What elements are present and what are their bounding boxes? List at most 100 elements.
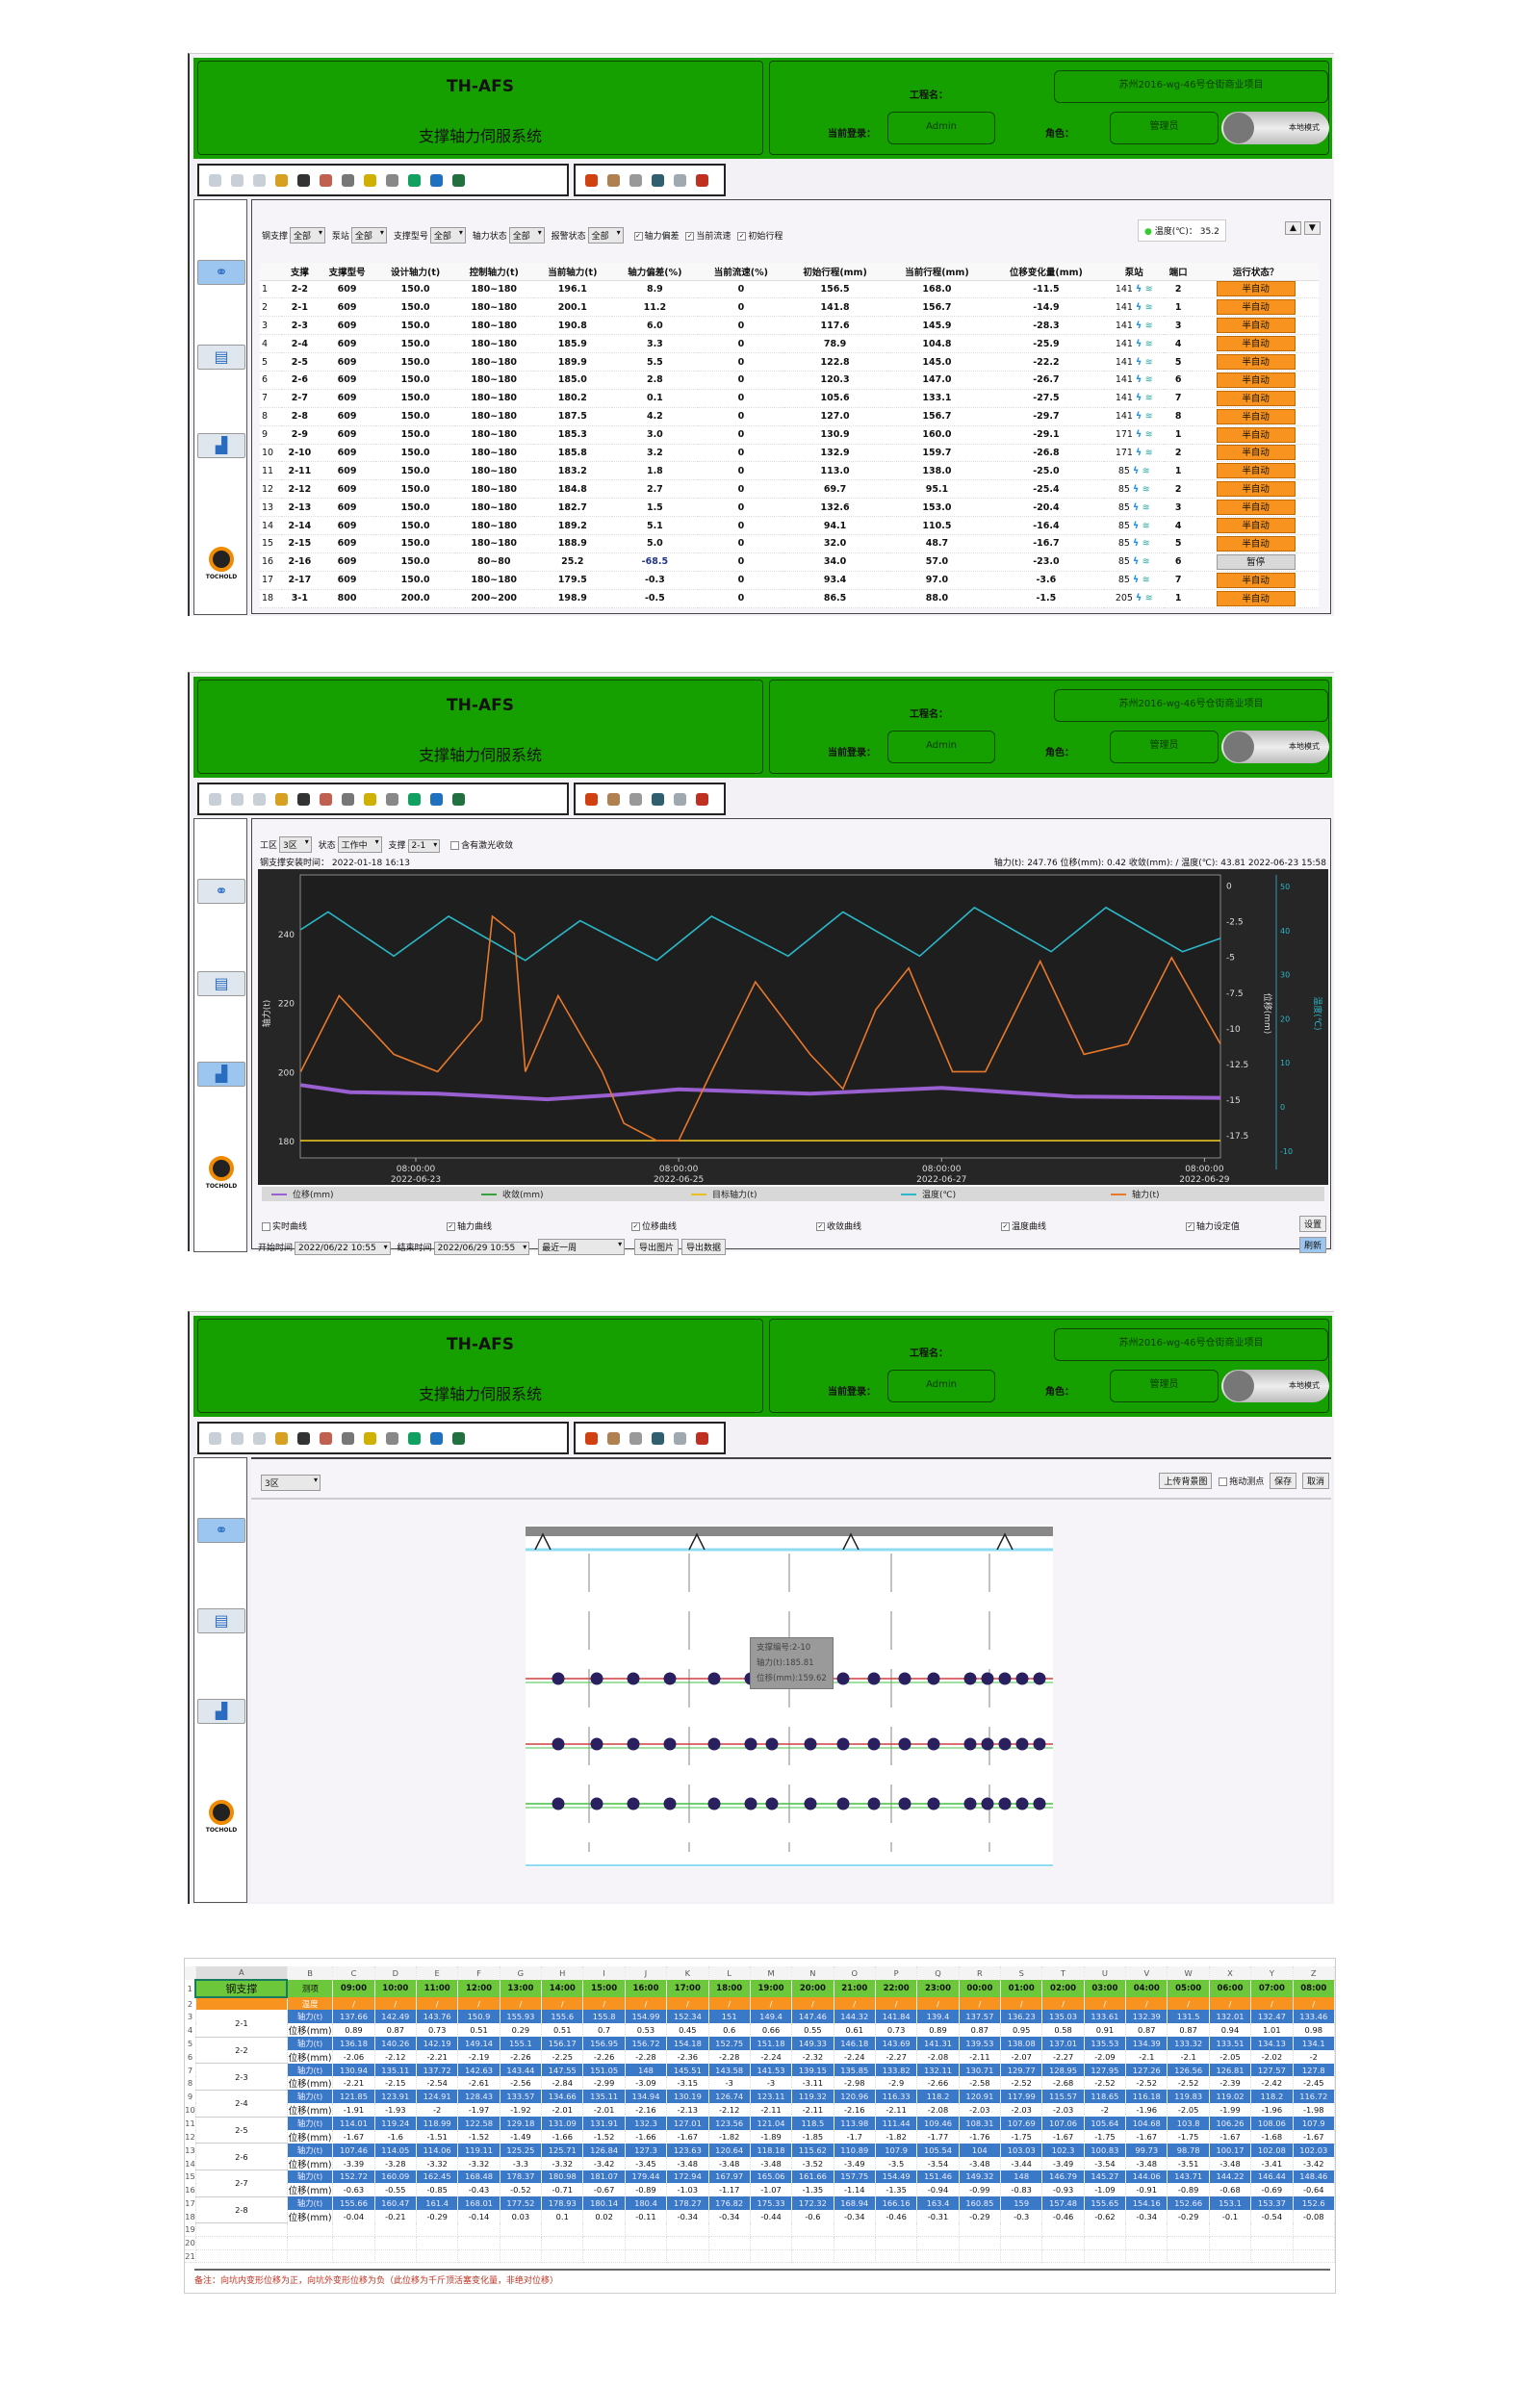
sheet-cell[interactable]: 118.18 <box>750 2143 793 2157</box>
upload-background-button[interactable]: 上传背景图 <box>1159 1473 1213 1489</box>
sheet-cell[interactable] <box>625 2222 668 2238</box>
measure-point[interactable] <box>981 1737 994 1751</box>
measure-point[interactable] <box>927 1672 940 1685</box>
sheet-cell[interactable]: -2.39 <box>1209 2076 1252 2091</box>
power-icon[interactable] <box>585 1431 598 1445</box>
export-image-button[interactable]: 导出图片 <box>634 1239 680 1255</box>
sheet-cell[interactable]: 178.93 <box>541 2196 584 2210</box>
measure-point[interactable] <box>1033 1797 1046 1810</box>
sheet-cell[interactable]: 133.46 <box>1293 2010 1336 2024</box>
sheet-cell[interactable] <box>1000 2249 1043 2264</box>
sheet-cell[interactable]: 136.18 <box>332 2037 375 2050</box>
sheet-cell[interactable]: / <box>1209 1996 1252 2011</box>
sheet-cell[interactable]: 0.6 <box>708 2023 751 2038</box>
device-icon[interactable] <box>297 1431 310 1445</box>
sheet-cell[interactable]: 143.71 <box>1167 2170 1210 2184</box>
measure-point[interactable] <box>836 1797 850 1810</box>
sheet-cell[interactable] <box>374 2236 418 2250</box>
sheet-cell[interactable]: 118.2 <box>1250 2090 1294 2104</box>
sheet-cell[interactable]: 141.31 <box>916 2037 960 2050</box>
sheet-cell[interactable] <box>416 2249 459 2264</box>
sheet-cell[interactable]: 107.69 <box>1000 2117 1043 2130</box>
sheet-cell[interactable]: -2.02 <box>1250 2049 1294 2064</box>
sheet-cell[interactable] <box>582 2249 626 2264</box>
sheet-cell[interactable]: -2.54 <box>416 2076 459 2091</box>
sheet-cell[interactable] <box>500 2236 543 2250</box>
force-status-select[interactable]: 全部 <box>508 227 545 244</box>
sheet-cell[interactable]: -2.07 <box>1000 2049 1043 2064</box>
sheet-cell[interactable]: -2.66 <box>916 2076 960 2091</box>
sheet-cell[interactable]: / <box>457 1996 500 2011</box>
sheet-cell[interactable]: 146.18 <box>834 2037 876 2050</box>
sheet-cell[interactable]: 161.4 <box>416 2196 459 2210</box>
sheet-cell[interactable]: 128.43 <box>457 2090 500 2104</box>
sheet-cell[interactable] <box>1293 2236 1336 2250</box>
sheet-cell[interactable]: 0.51 <box>457 2023 500 2038</box>
sheet-cell[interactable]: 167.97 <box>708 2170 751 2184</box>
excel-icon[interactable] <box>452 1431 465 1445</box>
sheet-cell[interactable]: 120.96 <box>834 2090 876 2104</box>
sheet-cell[interactable]: 126.56 <box>1167 2063 1210 2077</box>
sheet-cell[interactable]: 11:00 <box>416 1979 459 1997</box>
sheet-cell[interactable]: -3.5 <box>875 2156 918 2170</box>
measure-point[interactable] <box>627 1737 640 1751</box>
sheet-cell[interactable] <box>332 2236 375 2250</box>
measure-point[interactable] <box>927 1797 940 1810</box>
sheet-cell[interactable]: 0.87 <box>374 2023 418 2038</box>
sheet-cell[interactable]: 172.32 <box>791 2196 834 2210</box>
sheet-cell[interactable]: 176.82 <box>708 2196 751 2210</box>
sheet-cell[interactable] <box>1250 2222 1294 2238</box>
settings-icon[interactable] <box>629 792 642 806</box>
support-layout-plan[interactable] <box>526 1525 1053 1867</box>
model-select[interactable]: 全部 <box>429 227 466 244</box>
sheet-cell[interactable]: -1.67 <box>1293 2129 1336 2144</box>
sheet-cell[interactable]: 19:00 <box>750 1979 793 1997</box>
sheet-cell[interactable]: -1.75 <box>1084 2129 1127 2144</box>
sheet-cell[interactable]: -3.09 <box>625 2076 668 2091</box>
sheet-cell[interactable]: 2-1 <box>195 2010 288 2038</box>
sheet-cell[interactable]: 位移(mm) <box>287 2156 334 2170</box>
sheet-cell[interactable] <box>1125 2236 1168 2250</box>
sheet-cell[interactable]: -0.6 <box>791 2209 834 2223</box>
sheet-cell[interactable]: 135.53 <box>1084 2037 1127 2050</box>
sheet-cell[interactable] <box>500 2249 543 2264</box>
share-icon[interactable] <box>386 792 398 806</box>
cloud-icon[interactable] <box>408 173 421 187</box>
curve-option[interactable]: ✓ 轴力曲线 <box>443 1220 492 1232</box>
sheet-cell[interactable]: Q <box>916 1966 960 1980</box>
sheet-cell[interactable]: -0.11 <box>625 2209 668 2223</box>
sheet-cell[interactable]: 125.25 <box>500 2143 543 2157</box>
status-button[interactable]: 半自动 <box>1216 372 1296 388</box>
sheet-cell[interactable]: 0.73 <box>875 2023 918 2038</box>
sheet-cell[interactable]: 141.53 <box>750 2063 793 2077</box>
sheet-cell[interactable]: 120.64 <box>708 2143 751 2157</box>
sheet-cell[interactable]: -2.27 <box>1041 2049 1085 2064</box>
sheet-cell[interactable] <box>750 2249 793 2264</box>
sheet-cell[interactable]: -1.66 <box>541 2129 584 2144</box>
sheet-cell[interactable]: -1.75 <box>1167 2129 1210 2144</box>
sheet-cell[interactable]: -2.08 <box>916 2103 960 2118</box>
print-preview-icon[interactable] <box>253 1431 266 1445</box>
stroke-checkbox[interactable]: ✓ <box>737 232 747 241</box>
sheet-cell[interactable]: -0.29 <box>416 2209 459 2223</box>
sheet-cell[interactable]: 133.51 <box>1209 2037 1252 2050</box>
sheet-cell[interactable]: 142.63 <box>457 2063 500 2077</box>
sheet-cell[interactable]: 132.01 <box>1209 2010 1252 2024</box>
sheet-cell[interactable]: 134.66 <box>541 2090 584 2104</box>
sheet-cell[interactable]: -2.01 <box>582 2103 626 2118</box>
sheet-cell[interactable]: M <box>750 1966 793 1980</box>
sheet-cell[interactable]: 165.06 <box>750 2170 793 2184</box>
sheet-cell[interactable]: 135.11 <box>582 2090 626 2104</box>
sheet-cell[interactable] <box>1125 2249 1168 2264</box>
sheet-cell[interactable]: -0.14 <box>457 2209 500 2223</box>
sheet-cell[interactable]: 114.05 <box>374 2143 418 2157</box>
flow-checkbox[interactable]: ✓ <box>685 232 695 241</box>
sheet-cell[interactable]: 119.11 <box>457 2143 500 2157</box>
sheet-cell[interactable]: 0.58 <box>1041 2023 1085 2038</box>
sheet-cell[interactable]: 107.46 <box>332 2143 375 2157</box>
sheet-cell[interactable]: -0.94 <box>916 2183 960 2197</box>
table-row[interactable]: 12 2-12 609 150.0 180~180 184.8 2.7 0 69.7 95.1 -2… <box>260 479 1319 500</box>
sheet-cell[interactable]: 141.84 <box>875 2010 918 2024</box>
sheet-cell[interactable]: 160.85 <box>959 2196 1002 2210</box>
camera-icon[interactable] <box>342 1431 354 1445</box>
